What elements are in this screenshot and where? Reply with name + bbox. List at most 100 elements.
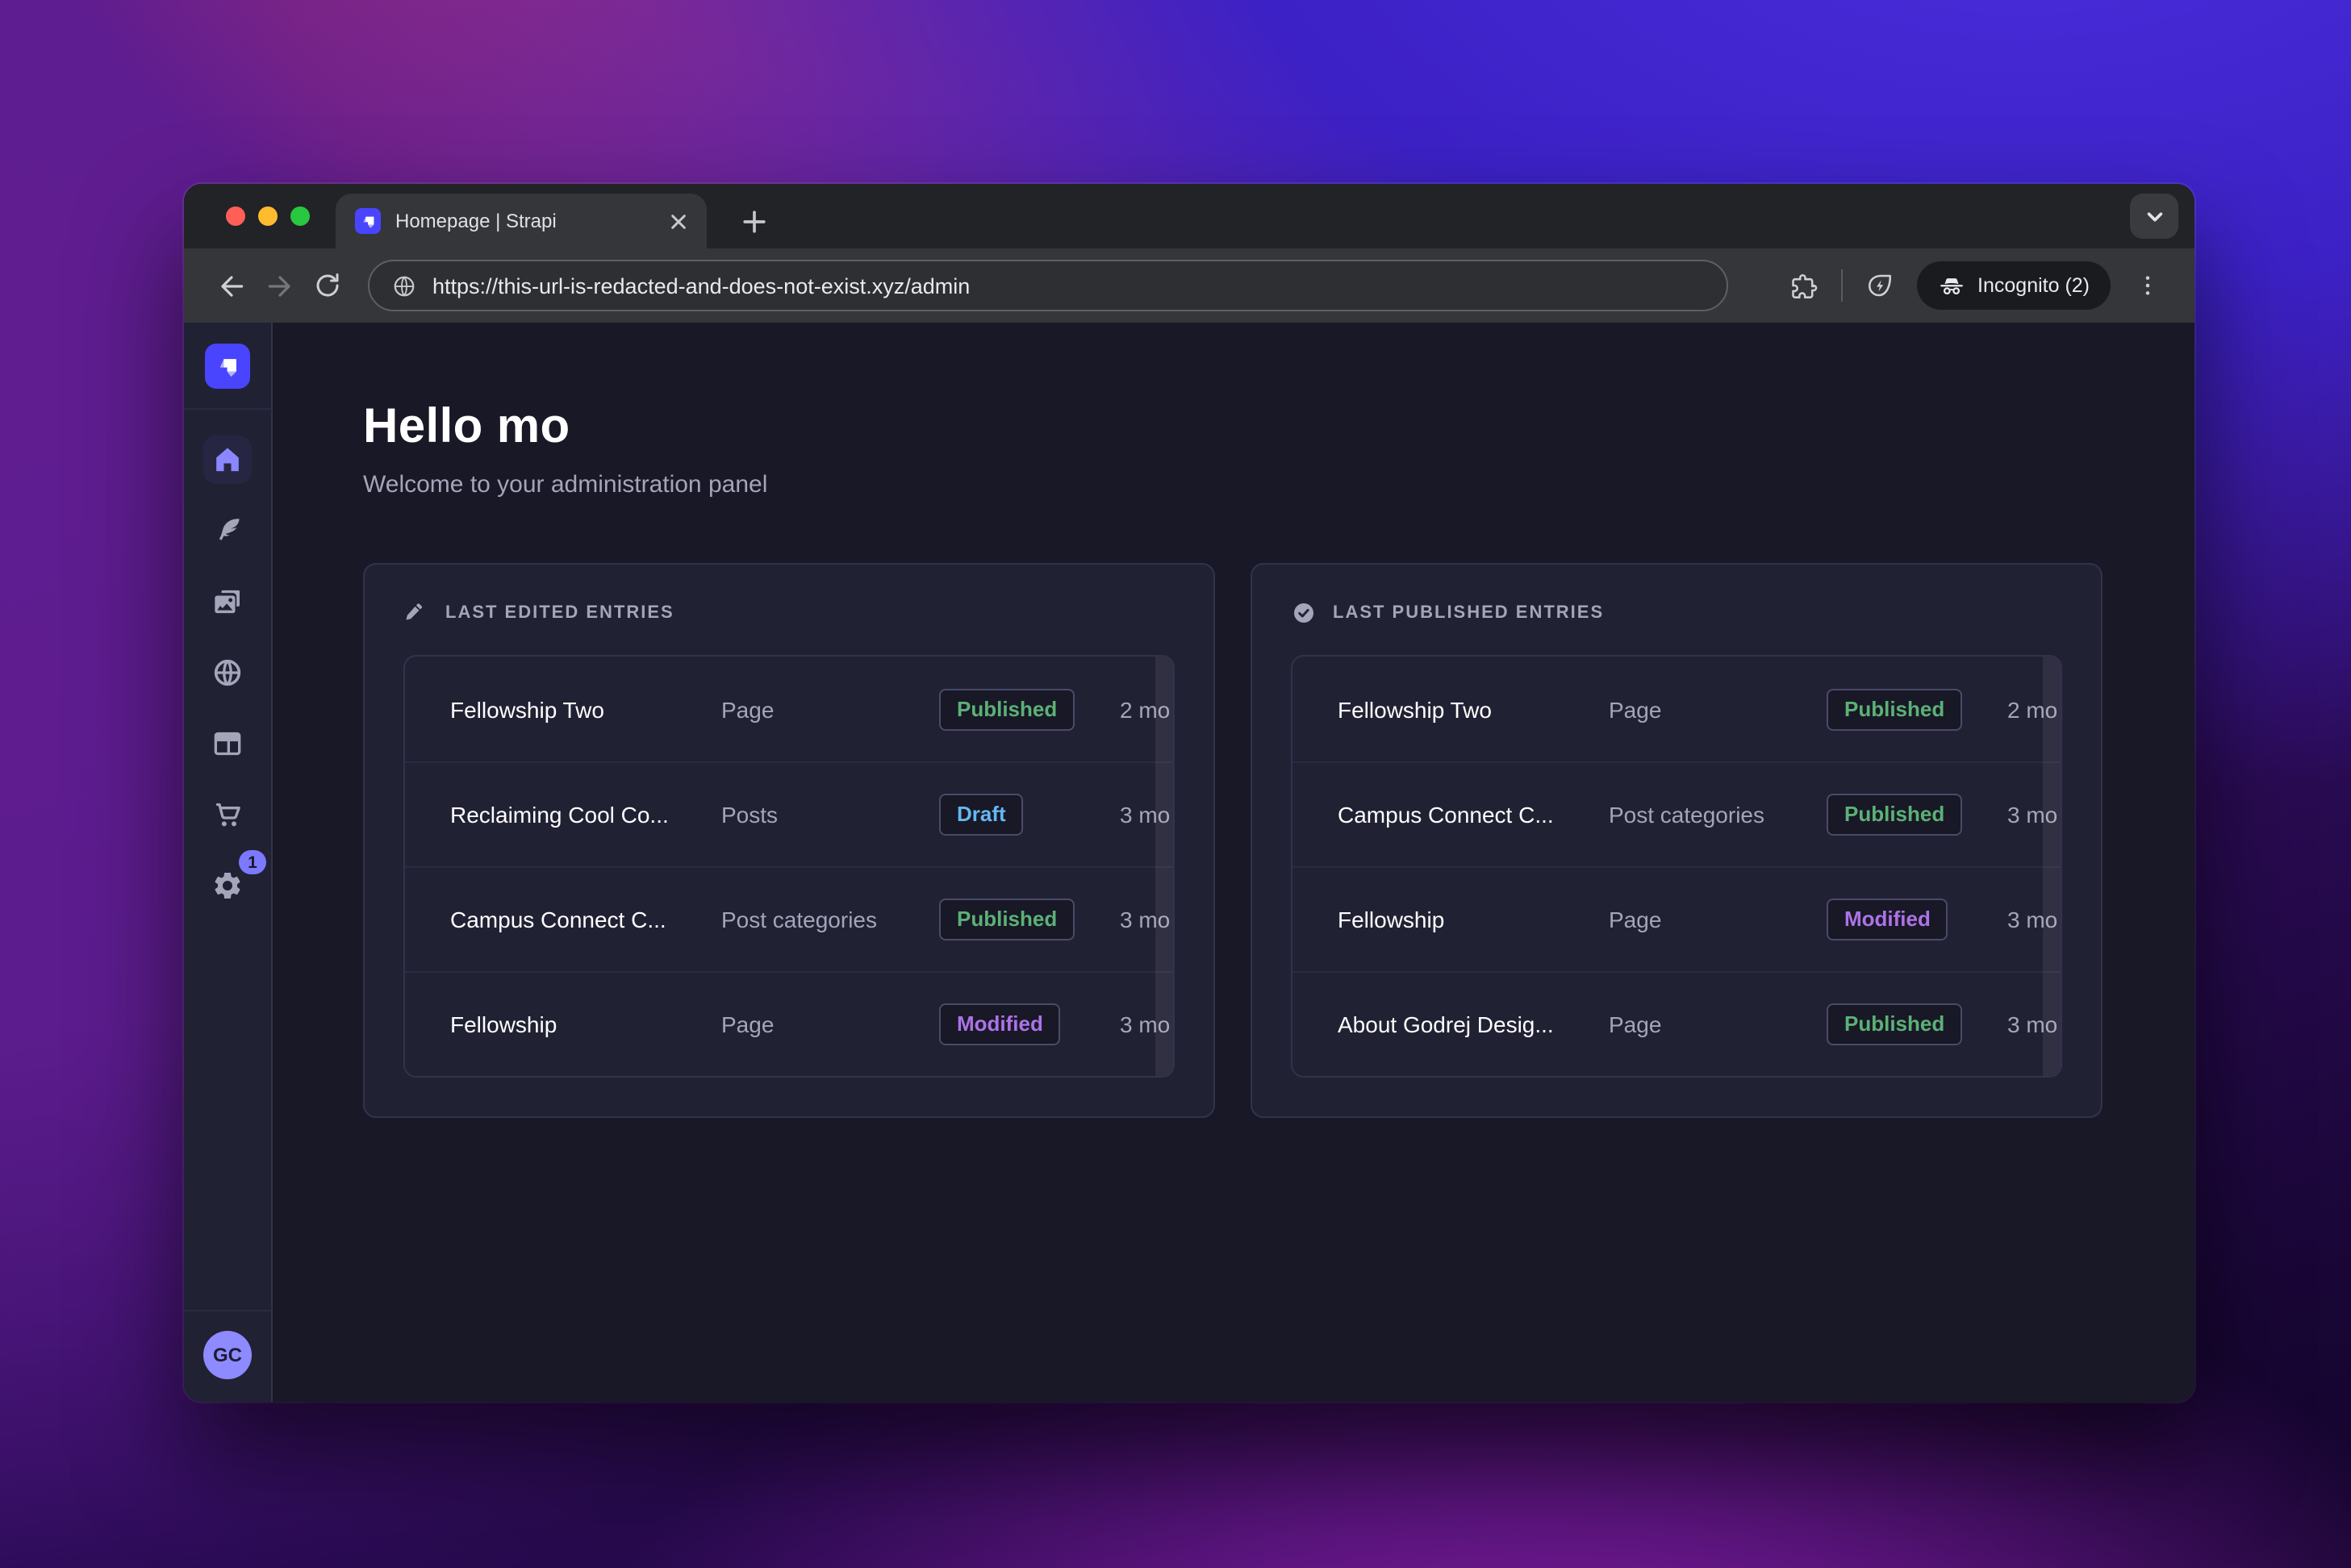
sidebar-item-home[interactable] [203, 436, 252, 484]
strapi-admin: 1 GC Hello mo Welcome to your administra… [184, 323, 2194, 1402]
minimize-window-button[interactable] [258, 206, 278, 226]
url-text: https://this-url-is-redacted-and-does-no… [432, 273, 971, 298]
sidebar-item-layout[interactable] [203, 719, 252, 768]
status-badge: Draft [939, 794, 1024, 836]
layout-icon [214, 732, 241, 756]
tab-close-icon[interactable] [665, 208, 691, 234]
forward-button[interactable] [255, 261, 303, 310]
entry-time: 3 mo [2007, 1011, 2058, 1037]
widgets-row: LAST EDITED ENTRIES Fellowship Two Page … [363, 563, 2194, 1118]
status-badge: Published [1827, 1003, 1963, 1045]
entry-time: 3 mo [1120, 802, 1171, 828]
toolbar-separator [1840, 269, 1843, 302]
tab-title: Homepage | Strapi [395, 210, 557, 232]
entry-type: Post categories [721, 907, 877, 932]
entry-time: 2 mo [2007, 696, 2058, 722]
status-badge: Published [939, 899, 1075, 940]
browser-tab[interactable]: Homepage | Strapi [336, 194, 707, 248]
table-row[interactable]: Campus Connect C... Post categories Publ… [405, 866, 1173, 971]
entry-time: 3 mo [1120, 907, 1171, 932]
table-row[interactable]: Fellowship Page Modified 3 mo [405, 971, 1173, 1076]
table-scrollbar[interactable] [1155, 657, 1173, 1076]
sidebar-item-globe[interactable] [203, 648, 252, 697]
gear-icon [215, 873, 240, 899]
check-circle-icon [1294, 603, 1313, 623]
extensions-puzzle-icon[interactable] [1779, 261, 1827, 310]
entry-name: Campus Connect C... [1338, 802, 1554, 828]
entry-type: Page [1609, 1011, 1662, 1037]
tab-search-chevron-button[interactable] [2130, 194, 2178, 239]
card-header: LAST EDITED ENTRIES [403, 600, 1175, 626]
browser-toolbar: https://this-url-is-redacted-and-does-no… [184, 248, 2194, 323]
user-avatar[interactable]: GC [203, 1331, 252, 1379]
entry-name: Fellowship [1338, 907, 1445, 932]
table-row[interactable]: Fellowship Two Page Published 2 mo [405, 657, 1173, 761]
entries-table: Fellowship Two Page Published 2 mo Campu… [1291, 655, 2062, 1078]
page-subtitle: Welcome to your administration panel [363, 471, 768, 498]
entry-name: Fellowship Two [450, 696, 604, 722]
entry-type: Posts [721, 802, 779, 828]
entry-type: Page [721, 696, 775, 722]
sidebar-divider [184, 408, 271, 410]
status-badge: Published [1827, 794, 1963, 836]
toolbar-right-cluster: Incognito (2) [1779, 261, 2172, 310]
site-globe-icon [392, 273, 416, 298]
status-badge: Published [1827, 688, 1963, 730]
table-row[interactable]: Fellowship Page Modified 3 mo [1292, 866, 2061, 971]
zoom-window-button[interactable] [290, 206, 310, 226]
browser-window: Homepage | Strapi [184, 184, 2194, 1402]
entry-time: 2 mo [1120, 696, 1171, 722]
sidebar-footer: GC [184, 1310, 271, 1402]
entry-name: Reclaiming Cool Co... [450, 802, 669, 828]
last-published-entries-card: LAST PUBLISHED ENTRIES Fellowship Two Pa… [1251, 563, 2103, 1118]
globe-icon [214, 659, 241, 686]
address-bar[interactable]: https://this-url-is-redacted-and-does-no… [368, 260, 1728, 311]
card-header: LAST PUBLISHED ENTRIES [1291, 600, 2062, 626]
entry-time: 3 mo [1120, 1011, 1171, 1037]
entry-time: 3 mo [2007, 802, 2058, 828]
settings-notification-badge: 1 [239, 850, 266, 874]
sidebar-nav: 1 [203, 410, 266, 1310]
entry-name: Fellowship Two [1338, 696, 1492, 722]
incognito-badge[interactable]: Incognito (2) [1916, 261, 2111, 310]
table-row[interactable]: About Godrej Desig... Page Published 3 m… [1292, 971, 2061, 1076]
strapi-favicon-icon [355, 208, 381, 234]
entry-type: Page [1609, 696, 1662, 722]
entry-type: Page [721, 1011, 775, 1037]
entry-name: Fellowship [450, 1011, 557, 1037]
sidebar-item-cart[interactable] [203, 790, 252, 839]
entry-name: Campus Connect C... [450, 907, 666, 932]
sidebar-item-content-manager[interactable] [203, 507, 252, 555]
status-badge: Modified [939, 1003, 1061, 1045]
pencil-icon [406, 603, 423, 620]
reload-button[interactable] [303, 261, 352, 310]
table-scrollbar[interactable] [2043, 657, 2061, 1076]
sidebar-item-settings[interactable]: 1 [203, 850, 266, 910]
feather-icon [219, 519, 240, 540]
status-badge: Modified [1827, 899, 1948, 940]
entry-time: 3 mo [2007, 907, 2058, 932]
home-icon [216, 448, 239, 472]
card-title: LAST PUBLISHED ENTRIES [1333, 603, 1605, 623]
browser-menu-kebab-icon[interactable] [2123, 261, 2172, 310]
page-title: Hello mo [363, 400, 570, 453]
table-row[interactable]: Campus Connect C... Post categories Publ… [1292, 761, 2061, 866]
entry-name: About Godrej Desig... [1338, 1011, 1554, 1037]
incognito-icon [1940, 277, 1962, 294]
cart-icon [215, 803, 240, 827]
tab-strip: Homepage | Strapi [184, 184, 2194, 248]
entry-type: Page [1609, 907, 1662, 932]
table-row[interactable]: Reclaiming Cool Co... Posts Draft 3 mo [405, 761, 1173, 866]
homepage-main: Hello mo Welcome to your administration … [273, 323, 2194, 1402]
close-window-button[interactable] [226, 206, 245, 226]
sidebar-item-media-library[interactable] [203, 578, 252, 626]
table-row[interactable]: Fellowship Two Page Published 2 mo [1292, 657, 2061, 761]
strapi-logo-icon[interactable] [205, 344, 250, 389]
card-title: LAST EDITED ENTRIES [445, 603, 674, 623]
back-button[interactable] [207, 261, 255, 310]
last-edited-entries-card: LAST EDITED ENTRIES Fellowship Two Page … [363, 563, 1215, 1118]
new-tab-button[interactable] [733, 200, 775, 242]
performance-leaf-icon[interactable] [1855, 261, 1903, 310]
sidebar: 1 GC [184, 323, 273, 1402]
